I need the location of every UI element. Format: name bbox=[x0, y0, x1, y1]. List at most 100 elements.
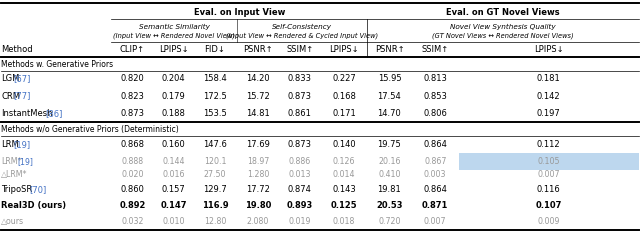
Text: 19.81: 19.81 bbox=[378, 185, 401, 194]
Text: InstantMesh: InstantMesh bbox=[1, 109, 52, 118]
Text: 129.7: 129.7 bbox=[203, 185, 227, 194]
Text: 0.806: 0.806 bbox=[423, 109, 447, 118]
Text: 20.16: 20.16 bbox=[378, 157, 401, 166]
Text: 0.868: 0.868 bbox=[120, 140, 145, 149]
Text: 0.861: 0.861 bbox=[288, 109, 312, 118]
Text: 0.126: 0.126 bbox=[333, 157, 355, 166]
Text: CRM: CRM bbox=[1, 92, 20, 101]
Text: 0.227: 0.227 bbox=[332, 74, 356, 83]
Text: Novel View Synthesis Quality: Novel View Synthesis Quality bbox=[450, 24, 556, 30]
Text: 0.007: 0.007 bbox=[424, 217, 447, 226]
Text: 0.125: 0.125 bbox=[331, 201, 357, 210]
Text: 0.147: 0.147 bbox=[160, 201, 187, 210]
Text: 0.105: 0.105 bbox=[538, 157, 560, 166]
Text: 0.820: 0.820 bbox=[120, 74, 145, 83]
Text: 0.142: 0.142 bbox=[537, 92, 561, 101]
Text: 0.188: 0.188 bbox=[161, 109, 186, 118]
Text: 0.892: 0.892 bbox=[119, 201, 146, 210]
Text: 14.70: 14.70 bbox=[378, 109, 401, 118]
Text: Method: Method bbox=[1, 45, 33, 54]
Text: 0.853: 0.853 bbox=[423, 92, 447, 101]
Text: 0.720: 0.720 bbox=[378, 217, 401, 226]
Text: 0.018: 0.018 bbox=[333, 217, 355, 226]
Text: LRM*: LRM* bbox=[1, 157, 22, 166]
Text: 0.867: 0.867 bbox=[424, 157, 446, 166]
Text: [77]: [77] bbox=[13, 92, 31, 101]
Text: 0.873: 0.873 bbox=[288, 92, 312, 101]
Text: 0.168: 0.168 bbox=[332, 92, 356, 101]
Text: LPIPS↓: LPIPS↓ bbox=[159, 45, 188, 54]
Text: 1.280: 1.280 bbox=[247, 170, 269, 179]
Text: 0.871: 0.871 bbox=[422, 201, 449, 210]
Text: SSIM↑: SSIM↑ bbox=[286, 45, 314, 54]
Text: △LRM*: △LRM* bbox=[1, 170, 28, 179]
Text: 0.864: 0.864 bbox=[423, 185, 447, 194]
Text: 0.893: 0.893 bbox=[287, 201, 313, 210]
Text: Methods w. Generative Priors: Methods w. Generative Priors bbox=[1, 60, 113, 69]
Text: (Input View ↔ Rendered Novel View): (Input View ↔ Rendered Novel View) bbox=[113, 32, 235, 39]
Text: PSNR↑: PSNR↑ bbox=[374, 45, 404, 54]
Text: TripoSR: TripoSR bbox=[1, 185, 33, 194]
Text: [67]: [67] bbox=[13, 74, 31, 83]
Text: 0.107: 0.107 bbox=[536, 201, 562, 210]
Text: 0.143: 0.143 bbox=[332, 185, 356, 194]
Text: 0.157: 0.157 bbox=[161, 185, 186, 194]
Text: Real3D (ours): Real3D (ours) bbox=[1, 201, 67, 210]
Text: 15.95: 15.95 bbox=[378, 74, 401, 83]
Text: 17.72: 17.72 bbox=[246, 185, 270, 194]
Text: (Input View ↔ Rendered & Cycled Input View): (Input View ↔ Rendered & Cycled Input Vi… bbox=[226, 32, 378, 39]
Text: 0.171: 0.171 bbox=[332, 109, 356, 118]
Text: (GT Novel Views ↔ Rendered Novel Views): (GT Novel Views ↔ Rendered Novel Views) bbox=[432, 32, 574, 39]
Text: LGM: LGM bbox=[1, 74, 20, 83]
Text: 0.813: 0.813 bbox=[423, 74, 447, 83]
Text: 0.003: 0.003 bbox=[424, 170, 447, 179]
Text: 0.160: 0.160 bbox=[161, 140, 186, 149]
Text: CLIP↑: CLIP↑ bbox=[120, 45, 145, 54]
Text: Methods w/o Generative Priors (Deterministic): Methods w/o Generative Priors (Determini… bbox=[1, 125, 179, 134]
Text: 0.833: 0.833 bbox=[288, 74, 312, 83]
Text: [19]: [19] bbox=[17, 157, 33, 166]
Text: △ours: △ours bbox=[1, 217, 24, 226]
Text: 0.179: 0.179 bbox=[161, 92, 186, 101]
Text: 0.181: 0.181 bbox=[537, 74, 561, 83]
Text: 0.860: 0.860 bbox=[120, 185, 145, 194]
Text: 19.75: 19.75 bbox=[378, 140, 401, 149]
Text: Eval. on Input View: Eval. on Input View bbox=[194, 8, 285, 17]
Text: 0.873: 0.873 bbox=[120, 109, 145, 118]
Text: 20.53: 20.53 bbox=[376, 201, 403, 210]
Text: 0.874: 0.874 bbox=[288, 185, 312, 194]
Text: 116.9: 116.9 bbox=[202, 201, 228, 210]
Text: 120.1: 120.1 bbox=[204, 157, 227, 166]
Text: 0.888: 0.888 bbox=[122, 157, 143, 166]
Text: 0.014: 0.014 bbox=[333, 170, 355, 179]
Text: 17.69: 17.69 bbox=[246, 140, 270, 149]
Text: 0.009: 0.009 bbox=[538, 217, 560, 226]
Text: 0.007: 0.007 bbox=[538, 170, 560, 179]
Text: 0.010: 0.010 bbox=[162, 217, 185, 226]
Text: FID↓: FID↓ bbox=[205, 45, 225, 54]
Text: 15.72: 15.72 bbox=[246, 92, 270, 101]
Text: 12.80: 12.80 bbox=[204, 217, 226, 226]
Text: 0.140: 0.140 bbox=[332, 140, 356, 149]
Text: 27.50: 27.50 bbox=[204, 170, 227, 179]
Text: 18.97: 18.97 bbox=[247, 157, 269, 166]
Text: 147.6: 147.6 bbox=[203, 140, 227, 149]
Text: 0.016: 0.016 bbox=[162, 170, 185, 179]
Text: [19]: [19] bbox=[13, 140, 30, 149]
Text: 0.116: 0.116 bbox=[537, 185, 561, 194]
Bar bbox=[459, 153, 639, 170]
Text: 0.886: 0.886 bbox=[289, 157, 311, 166]
Text: 0.410: 0.410 bbox=[378, 170, 401, 179]
Text: LPIPS↓: LPIPS↓ bbox=[329, 45, 359, 54]
Text: 0.873: 0.873 bbox=[288, 140, 312, 149]
Text: 0.032: 0.032 bbox=[121, 217, 144, 226]
Text: SSIM↑: SSIM↑ bbox=[422, 45, 449, 54]
Text: 14.81: 14.81 bbox=[246, 109, 270, 118]
Text: 0.019: 0.019 bbox=[289, 217, 311, 226]
Text: Semantic Similarity: Semantic Similarity bbox=[139, 24, 209, 30]
Text: Eval. on GT Novel Views: Eval. on GT Novel Views bbox=[446, 8, 560, 17]
Text: LPIPS↓: LPIPS↓ bbox=[534, 45, 564, 54]
Text: 0.823: 0.823 bbox=[120, 92, 145, 101]
Text: 14.20: 14.20 bbox=[246, 74, 269, 83]
Text: [86]: [86] bbox=[45, 109, 62, 118]
